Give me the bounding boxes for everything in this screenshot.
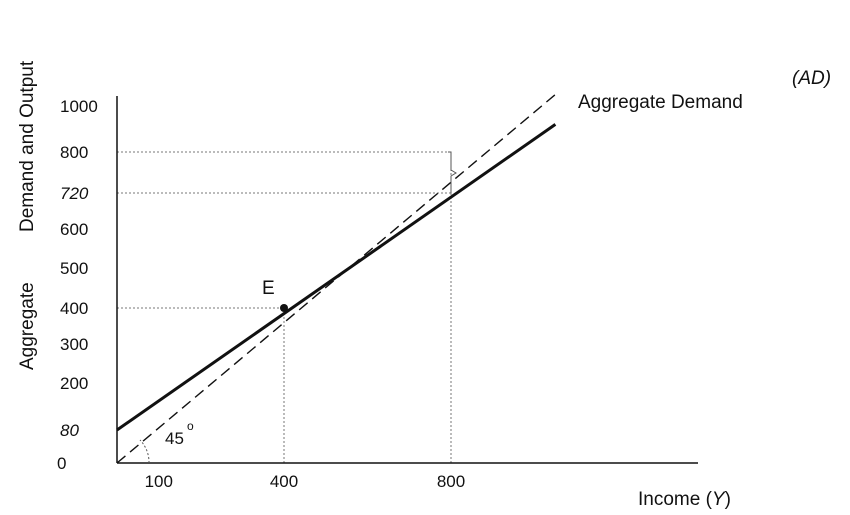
series-lines xyxy=(116,93,557,464)
angle-45-arc xyxy=(139,439,150,464)
line-45-degree xyxy=(116,93,556,464)
y-tick-labels: 0 80 200 300 400 500 600 720 800 1000 xyxy=(57,97,98,473)
x-axis-label: Income (Y) xyxy=(638,489,731,510)
y-tick-label: 0 xyxy=(57,454,66,473)
angle-label: 45 xyxy=(165,429,184,448)
y-tick-label: 80 xyxy=(60,421,79,440)
y-tick-label: 400 xyxy=(60,299,88,318)
equilibrium-label: E xyxy=(262,278,275,299)
angle-degree-mark: o xyxy=(187,419,194,433)
y-tick-label: 600 xyxy=(60,220,88,239)
aggregate-demand-line xyxy=(116,123,557,432)
reference-lines xyxy=(117,151,452,463)
y-axis-label-demand-output: Demand and Output xyxy=(17,60,38,232)
series-label: Aggregate Demand xyxy=(578,92,743,113)
y-tick-label: 800 xyxy=(60,143,88,162)
y-tick-label: 200 xyxy=(60,374,88,393)
x-tick-label: 800 xyxy=(437,472,465,491)
y-tick-label: 500 xyxy=(60,259,88,278)
y-tick-label: 1000 xyxy=(60,97,98,116)
x-tick-label: 100 xyxy=(145,472,173,491)
x-tick-labels: 100 400 800 xyxy=(145,472,466,491)
x-tick-label: 400 xyxy=(270,472,298,491)
y-tick-label: 300 xyxy=(60,335,88,354)
equilibrium-point xyxy=(280,304,288,312)
y-axis-label-aggregate: Aggregate xyxy=(17,282,38,370)
series-abbrev-label: (AD) xyxy=(792,68,831,89)
gap-bracket xyxy=(448,151,457,193)
y-tick-label: 720 xyxy=(60,184,89,203)
